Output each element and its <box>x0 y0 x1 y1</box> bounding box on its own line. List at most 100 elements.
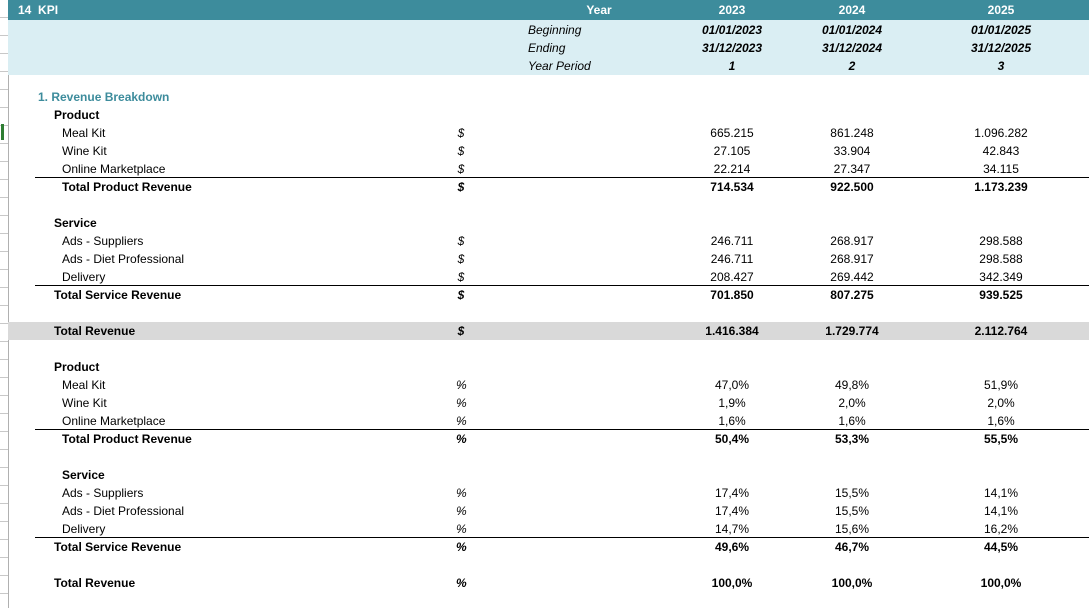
period-label: Year Period <box>528 59 591 73</box>
value-2025: 2,0% <box>987 396 1015 410</box>
divider <box>35 285 1089 286</box>
row-unit: % <box>456 540 467 554</box>
row-label: Online Marketplace <box>62 414 166 428</box>
value-2025: 298.588 <box>979 234 1023 248</box>
value-2024: 268.917 <box>830 252 874 266</box>
value-2023: 14,7% <box>714 522 750 536</box>
row-unit: $ <box>457 180 465 194</box>
value-2024: 53,3% <box>834 432 870 446</box>
row-label: Total Revenue <box>54 324 136 338</box>
value-2024: 33.904 <box>833 144 871 158</box>
row-unit: % <box>456 396 467 410</box>
beginning-label: Beginning <box>528 23 582 37</box>
row-unit: $ <box>457 126 465 140</box>
value-2025: 100,0% <box>980 576 1022 590</box>
year-2025: 2025 <box>987 3 1015 17</box>
value-2023: 1,9% <box>718 396 746 410</box>
value-2024: 100,0% <box>831 576 873 590</box>
value-2024: 269.442 <box>830 270 874 284</box>
row-label: Wine Kit <box>62 144 107 158</box>
row-unit: $ <box>457 234 465 248</box>
value-2023: 208.427 <box>710 270 754 284</box>
row-unit: % <box>456 486 467 500</box>
value-2023: 246.711 <box>710 234 754 248</box>
value-2024: 268.917 <box>830 234 874 248</box>
row-label: Delivery <box>62 270 106 284</box>
value-2025: 14,1% <box>983 486 1019 500</box>
row-label: Ads - Diet Professional <box>62 504 185 518</box>
service-heading: Service <box>54 216 97 230</box>
period-2024: 2 <box>848 59 856 73</box>
value-2024: 1.729.774 <box>825 324 879 338</box>
value-2025: 34.115 <box>983 162 1019 176</box>
row-label: Online Marketplace <box>62 162 166 176</box>
value-2024: 46,7% <box>834 540 870 554</box>
value-2024: 807.275 <box>830 288 874 302</box>
year-2023: 2023 <box>718 3 746 17</box>
year-2024: 2024 <box>838 3 866 17</box>
value-2025: 42.843 <box>982 144 1020 158</box>
beginning-2025: 01/01/2025 <box>970 23 1032 37</box>
header-band <box>8 20 1089 75</box>
service-heading: Service <box>62 468 105 482</box>
value-2024: 922.500 <box>830 180 874 194</box>
value-2025: 55,5% <box>983 432 1019 446</box>
section-title: 1. Revenue Breakdown <box>38 90 170 104</box>
value-2024: 15,5% <box>834 504 870 518</box>
value-2025: 1.173.239 <box>974 180 1028 194</box>
title-band <box>8 0 1089 20</box>
value-2024: 861.248 <box>830 126 874 140</box>
value-2023: 714.534 <box>710 180 754 194</box>
value-2025: 2.112.764 <box>974 324 1028 338</box>
value-2023: 22.214 <box>713 162 751 176</box>
row-label: Ads - Diet Professional <box>62 252 185 266</box>
value-2025: 342.349 <box>979 270 1023 284</box>
value-2024: 1,6% <box>838 414 866 428</box>
row-label: Total Revenue <box>54 576 136 590</box>
value-2024: 15,6% <box>834 522 870 536</box>
value-2023: 246.711 <box>710 252 754 266</box>
value-2025: 1,6% <box>987 414 1015 428</box>
value-2023: 701.850 <box>710 288 754 302</box>
row-unit: $ <box>457 288 465 302</box>
row-label: Ads - Suppliers <box>62 486 144 500</box>
row-unit: % <box>456 504 467 518</box>
value-2023: 47,0% <box>714 378 750 392</box>
value-2025: 1.096.282 <box>974 126 1028 140</box>
row-label: Total Product Revenue <box>62 432 192 446</box>
value-2024: 15,5% <box>834 486 870 500</box>
row-unit: % <box>456 432 467 446</box>
ending-2023: 31/12/2023 <box>701 41 763 55</box>
value-2025: 939.525 <box>979 288 1023 302</box>
divider <box>35 429 1089 430</box>
product-heading: Product <box>54 360 100 374</box>
value-2024: 27.347 <box>833 162 871 176</box>
value-2023: 17,4% <box>714 504 750 518</box>
value-2024: 2,0% <box>838 396 866 410</box>
beginning-2024: 01/01/2024 <box>821 23 883 37</box>
period-2023: 1 <box>728 59 736 73</box>
value-2025: 298.588 <box>979 252 1023 266</box>
value-2023: 17,4% <box>714 486 750 500</box>
value-2023: 1,6% <box>718 414 746 428</box>
row-unit: % <box>456 522 467 536</box>
value-2025: 16,2% <box>983 522 1019 536</box>
value-2023: 49,6% <box>714 540 750 554</box>
row-label: Total Product Revenue <box>62 180 192 194</box>
value-2023: 50,4% <box>714 432 750 446</box>
row-label: Total Service Revenue <box>54 540 182 554</box>
ending-2025: 31/12/2025 <box>970 41 1032 55</box>
row-unit: $ <box>457 324 465 338</box>
row-label: Delivery <box>62 522 106 536</box>
divider <box>35 177 1089 178</box>
year-label: Year <box>586 3 612 17</box>
divider <box>35 537 1089 538</box>
row-unit: $ <box>457 162 465 176</box>
ending-2024: 31/12/2024 <box>821 41 883 55</box>
row-label: Meal Kit <box>62 378 106 392</box>
value-2023: 27.105 <box>713 144 751 158</box>
value-2024: 49,8% <box>834 378 870 392</box>
value-2025: 44,5% <box>983 540 1019 554</box>
row-unit: $ <box>457 144 465 158</box>
total-revenue-band <box>8 322 1089 340</box>
